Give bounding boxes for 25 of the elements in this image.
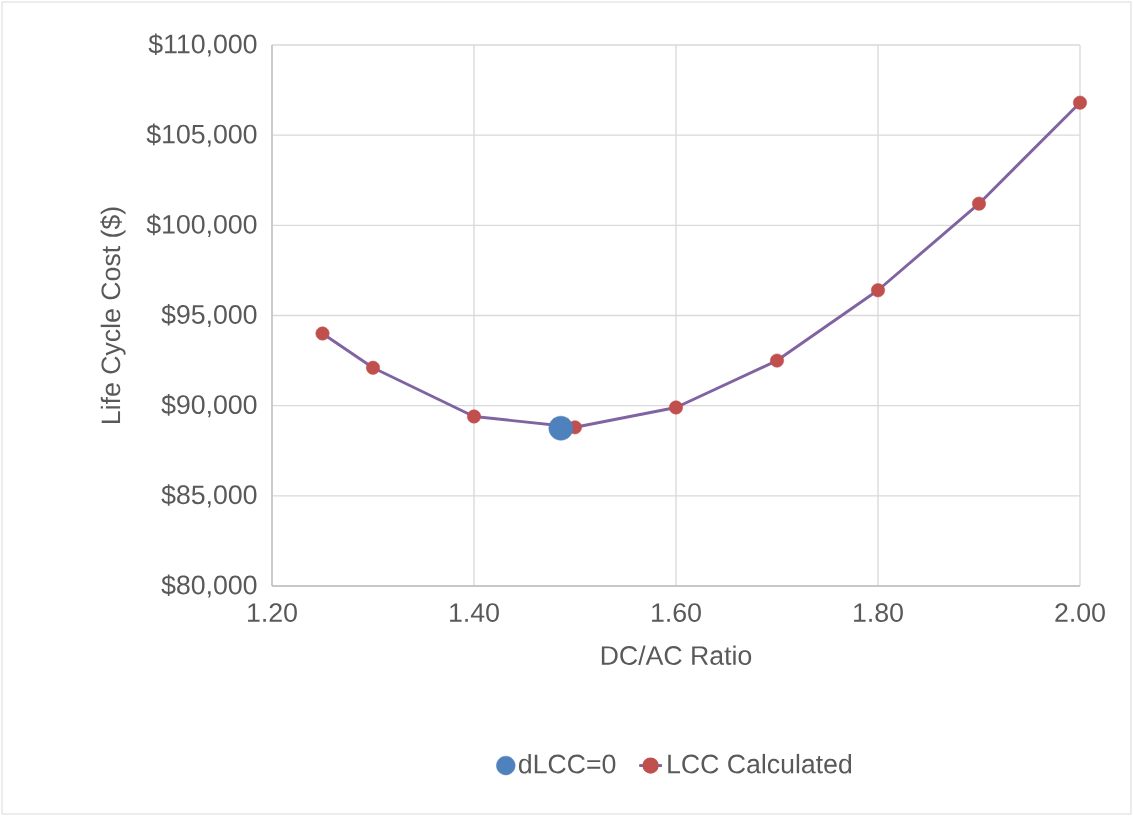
point bbox=[366, 360, 380, 375]
x-tick-label: 1.20 bbox=[248, 603, 297, 623]
y-tick-label: $105,000 bbox=[146, 123, 257, 147]
y-tick-label: $100,000 bbox=[146, 213, 257, 237]
y-tick-label: $90,000 bbox=[161, 394, 257, 418]
point bbox=[467, 409, 481, 424]
y-tick-label: $80,000 bbox=[161, 574, 257, 598]
x-tick-label: 1.60 bbox=[652, 603, 701, 623]
point bbox=[871, 283, 885, 298]
x-tick-label: 1.40 bbox=[450, 603, 499, 623]
x-tick-label: 2.00 bbox=[1055, 603, 1105, 623]
y-tick-label: $85,000 bbox=[161, 484, 257, 508]
x-axis-title: DC/AC Ratio bbox=[601, 645, 752, 665]
point bbox=[548, 415, 574, 441]
y-tick-label: $95,000 bbox=[161, 303, 257, 328]
point bbox=[770, 353, 784, 368]
x-tick-label: 1.80 bbox=[854, 603, 903, 623]
point bbox=[972, 196, 986, 211]
point bbox=[315, 326, 330, 341]
y-tick-label: $110,000 bbox=[148, 33, 257, 57]
legend-label: LCC Calculated bbox=[668, 753, 852, 774]
point bbox=[1073, 95, 1087, 110]
y-axis-title: Life Cycle Cost ($) bbox=[100, 207, 126, 423]
point bbox=[669, 400, 683, 415]
legend-label: dLCC=0 bbox=[518, 753, 616, 774]
